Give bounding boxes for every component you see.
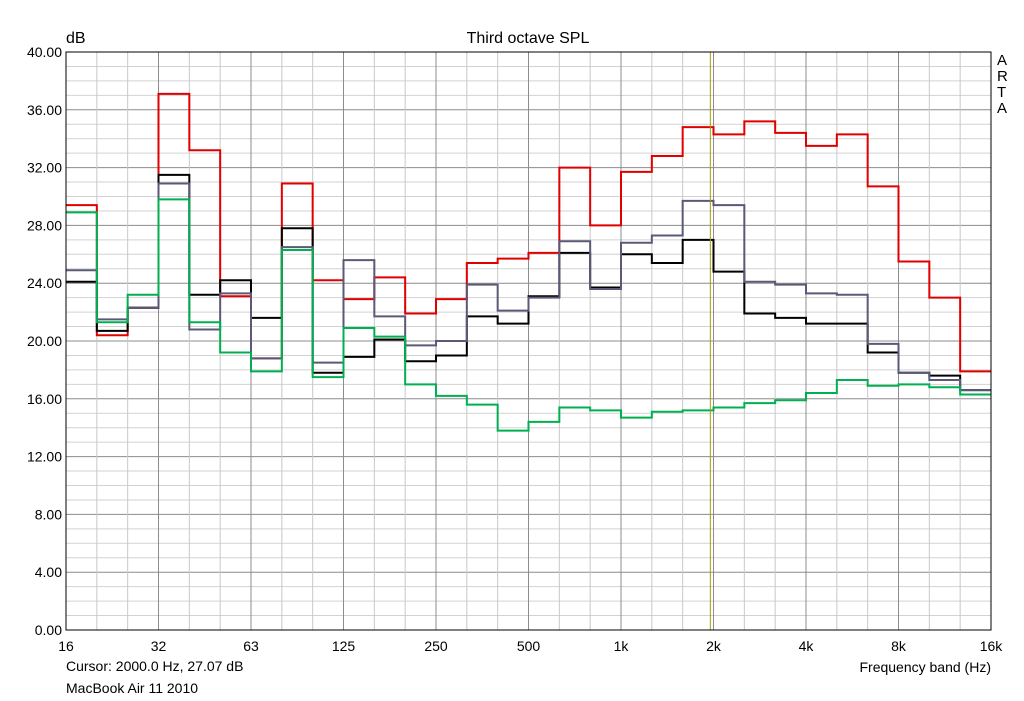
y-tick-label: 40.00 — [27, 44, 62, 60]
x-tick-label: 125 — [332, 638, 356, 654]
y-axis-unit-label: dB — [66, 30, 86, 47]
y-tick-label: 4.00 — [35, 564, 62, 580]
grid — [65, 51, 992, 631]
y-tick-label: 12.00 — [27, 449, 62, 465]
cursor-readout: Cursor: 2000.0 Hz, 27.07 dB — [66, 658, 244, 674]
y-tick-label: 24.00 — [27, 275, 62, 291]
x-tick-label: 2k — [706, 638, 722, 654]
y-tick-label: 20.00 — [27, 333, 62, 349]
x-tick-label: 250 — [424, 638, 448, 654]
x-tick-label: 16 — [58, 638, 74, 654]
y-tick-label: 36.00 — [27, 102, 62, 118]
x-axis-label: Frequency band (Hz) — [859, 659, 991, 675]
y-tick-label: 0.00 — [35, 622, 62, 638]
device-label: MacBook Air 11 2010 — [66, 680, 199, 696]
x-tick-label: 32 — [151, 638, 167, 654]
watermark-letter-a1: A — [997, 52, 1008, 69]
series-layer — [66, 92, 991, 432]
x-tick-label: 16k — [980, 638, 1004, 654]
series-line-1 — [66, 92, 991, 373]
plot-border — [65, 51, 992, 631]
watermark-letter-t: T — [997, 84, 1007, 101]
y-tick-label: 8.00 — [35, 506, 62, 522]
watermark-letter-r: R — [997, 68, 1008, 85]
x-tick-label: 500 — [517, 638, 541, 654]
x-tick-label: 8k — [891, 638, 907, 654]
y-tick-label: 32.00 — [27, 160, 62, 176]
series-line-4 — [66, 198, 991, 432]
y-tick-label: 28.00 — [27, 217, 62, 233]
watermark-letter-a2: A — [997, 100, 1008, 117]
y-tick-label: 16.00 — [27, 391, 62, 407]
axes: 0.00 4.00 8.00 12.00 16.00 20.00 24.00 28.00 32.… — [27, 44, 1003, 654]
chart-title: Third octave SPL — [467, 30, 590, 47]
x-tick-label: 1k — [614, 638, 630, 654]
series-line-3 — [66, 182, 991, 392]
x-tick-label: 63 — [243, 638, 259, 654]
x-tick-label: 4k — [799, 638, 815, 654]
